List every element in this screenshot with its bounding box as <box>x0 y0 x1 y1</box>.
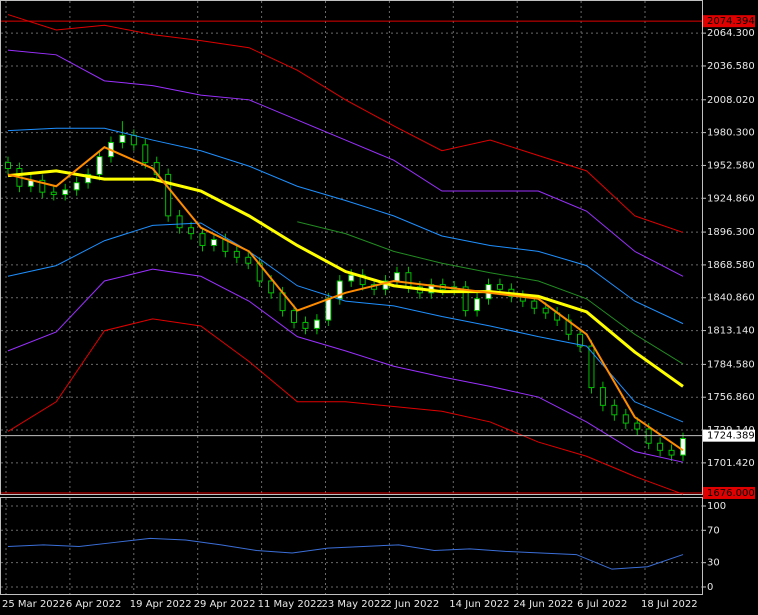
candle-body <box>325 298 332 321</box>
candle-body <box>599 387 606 406</box>
price-level-tag <box>703 15 755 28</box>
y-tick-label: 1952.580 <box>707 160 755 171</box>
candle-body <box>119 134 126 143</box>
indicator-line <box>7 14 684 233</box>
candle-body <box>588 345 595 389</box>
x-tick-label: 25 Mar 2022 <box>2 599 65 610</box>
indicator-line <box>7 222 684 423</box>
candle-body <box>291 310 298 323</box>
indicator-line <box>7 127 684 325</box>
candle-body <box>188 227 195 235</box>
candle-body <box>130 134 137 146</box>
price-level-label: 2074.394 <box>707 16 755 27</box>
y-tick-label: 1924.860 <box>707 193 755 204</box>
x-tick-label: 6 Jul 2022 <box>577 599 627 610</box>
candle-body <box>531 300 538 309</box>
candle-body <box>199 233 206 246</box>
y-tick-label: 2036.580 <box>707 61 755 72</box>
candle-body <box>542 307 549 314</box>
price-level-tag <box>703 486 755 499</box>
y-tick-label: 1756.860 <box>707 392 755 403</box>
candle-body <box>622 414 629 424</box>
indicator-line <box>7 146 684 452</box>
y-tick-label: 0 <box>707 582 713 593</box>
indicator-line <box>7 169 684 388</box>
candle-body <box>348 274 355 282</box>
candle-body <box>268 280 275 294</box>
oscillator-pane-frame <box>0 497 703 595</box>
price-level-label: 1676.000 <box>707 488 755 499</box>
price-level-label: 1724.389 <box>707 431 755 442</box>
main-pane-frame <box>0 0 703 495</box>
candle-body <box>210 239 217 246</box>
candle-body <box>313 319 320 329</box>
indicator-line <box>7 318 684 495</box>
indicator-line <box>7 268 684 463</box>
x-tick-label: 14 Jun 2022 <box>449 599 509 610</box>
indicator-line <box>7 537 684 570</box>
candle-body <box>5 162 11 169</box>
y-tick-label: 1784.580 <box>707 359 755 370</box>
y-tick-label: 2064.300 <box>707 28 755 39</box>
x-tick-label: 6 Apr 2022 <box>66 599 121 610</box>
y-tick-label: 1980.300 <box>707 128 755 139</box>
y-tick-label: 100 <box>707 501 726 512</box>
x-tick-label: 23 May 2022 <box>322 599 387 610</box>
candle-body <box>611 404 618 416</box>
candle-body <box>405 272 412 288</box>
y-tick-label: 1840.860 <box>707 293 755 304</box>
candle-body <box>165 173 172 217</box>
x-tick-label: 2 Jun 2022 <box>385 599 439 610</box>
candle-body <box>474 298 481 312</box>
candle-body <box>462 286 469 312</box>
y-tick-label: 1868.580 <box>707 260 755 271</box>
candle-body <box>496 284 503 290</box>
candle-body <box>176 215 183 229</box>
candle-body <box>245 256 252 264</box>
indicator-line <box>297 221 684 365</box>
candle-body <box>39 179 46 193</box>
y-tick-label: 1813.140 <box>707 326 755 337</box>
x-tick-label: 19 Apr 2022 <box>130 599 192 610</box>
candle-body <box>634 422 641 430</box>
candle-body <box>85 173 92 184</box>
x-tick-label: 29 Apr 2022 <box>194 599 256 610</box>
candle-body <box>96 156 103 175</box>
candle-body <box>142 144 149 164</box>
y-tick-label: 1896.300 <box>707 227 755 238</box>
x-tick-label: 24 Jun 2022 <box>513 599 573 610</box>
y-tick-label: 2008.020 <box>707 95 755 106</box>
candle-body <box>668 449 675 456</box>
candle-body <box>233 250 240 258</box>
candle-body <box>50 191 57 196</box>
candle-body <box>62 189 69 196</box>
candle-body <box>336 280 343 300</box>
candle-body <box>657 442 664 451</box>
candle-body <box>577 333 584 347</box>
candle-body <box>393 272 400 282</box>
y-tick-label: 1701.420 <box>707 458 755 469</box>
y-tick-label: 30 <box>707 558 720 569</box>
x-tick-label: 11 May 2022 <box>258 599 323 610</box>
candle-body <box>680 437 686 456</box>
price-level-tag <box>703 429 755 442</box>
x-tick-label: 18 Jul 2022 <box>641 599 698 610</box>
candle-body <box>73 182 80 191</box>
y-tick-label: 70 <box>707 525 720 536</box>
indicator-line <box>7 49 684 277</box>
candle-body <box>302 321 309 329</box>
